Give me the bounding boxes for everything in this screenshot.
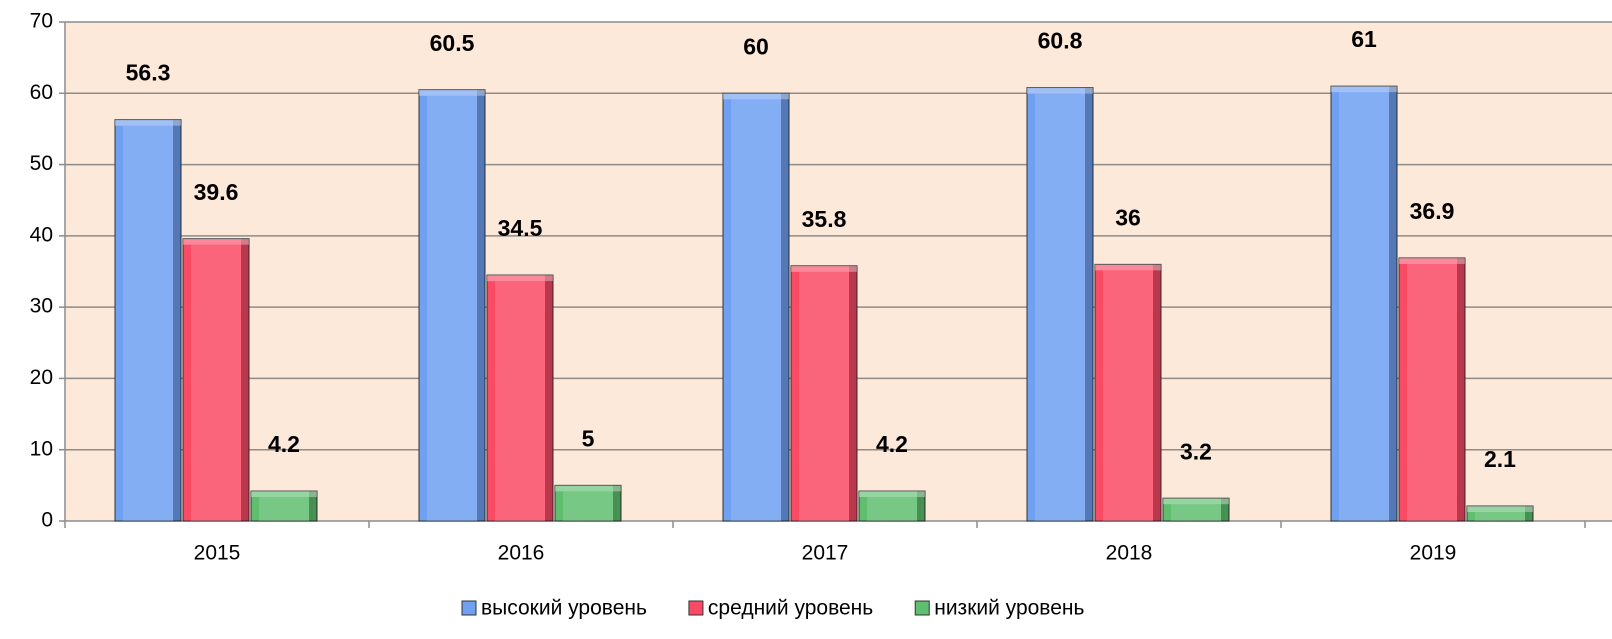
bar-shade [1085, 87, 1093, 521]
data-label: 4.2 [876, 431, 908, 457]
bar-highlight [1035, 93, 1085, 521]
bar-cap [1399, 257, 1465, 264]
data-label: 3.2 [1180, 438, 1212, 464]
bar-shade [1389, 86, 1397, 522]
bar-cap [183, 238, 249, 245]
y-tick-label: 20 [30, 366, 53, 389]
bar-cap [419, 89, 485, 96]
x-tick-label: 2015 [194, 542, 241, 565]
data-label: 56.3 [126, 60, 171, 86]
bar-shade [849, 265, 857, 521]
data-label: 36 [1115, 204, 1141, 230]
bar-shade [545, 275, 553, 521]
bar [250, 490, 318, 522]
x-tick-label: 2016 [498, 542, 545, 565]
bar [1026, 87, 1094, 522]
legend-label: средний уровень [708, 597, 873, 620]
y-tick-label: 30 [30, 295, 53, 318]
bar-highlight [123, 125, 173, 521]
data-label: 2.1 [1484, 446, 1516, 472]
bar [722, 92, 790, 522]
bar-highlight [799, 271, 849, 521]
bar [418, 89, 486, 522]
bar-highlight [1103, 270, 1153, 521]
bar [486, 274, 554, 522]
bar-shade [173, 119, 181, 521]
bar-cap [859, 491, 925, 498]
bar-cap [723, 93, 789, 100]
bar-highlight [563, 491, 613, 521]
bar-highlight [867, 497, 917, 521]
bar-shade [1525, 506, 1533, 521]
bar [1466, 505, 1534, 522]
data-label: 60.8 [1038, 28, 1083, 54]
bar-highlight [1475, 512, 1525, 521]
bar-cap [487, 275, 553, 282]
bar-shade [781, 93, 789, 522]
bar [1162, 497, 1230, 522]
bar-shade [613, 485, 621, 521]
bar-cap [115, 119, 181, 126]
legend-label: высокий уровень [481, 597, 647, 620]
data-label: 36.9 [1410, 198, 1455, 224]
y-tick-label: 0 [41, 509, 53, 532]
bar-shade [917, 491, 925, 521]
x-tick-label: 2017 [802, 542, 849, 565]
y-tick-label: 10 [30, 437, 53, 460]
data-label: 35.8 [802, 206, 847, 232]
bar-shade [241, 238, 249, 522]
data-label: 4.2 [268, 431, 300, 457]
legend-swatch [688, 600, 704, 616]
bar-cap [791, 265, 857, 272]
bar-highlight [1407, 263, 1457, 521]
data-label: 5 [582, 425, 595, 451]
bar [790, 265, 858, 522]
data-label: 34.5 [498, 215, 543, 241]
bar-shade [1457, 257, 1465, 521]
bar-cap [1163, 498, 1229, 505]
bar [1094, 263, 1162, 522]
data-label: 61 [1351, 26, 1377, 52]
bar [858, 490, 926, 522]
bar-cap [1027, 87, 1093, 94]
legend-label: низкий уровень [934, 597, 1084, 620]
bar-cap [1467, 506, 1533, 513]
bar-shade [1221, 498, 1229, 521]
legend: высокий уровень средний уровень низкий уро… [461, 597, 1084, 620]
bar-cap [555, 485, 621, 492]
bar-cap [1095, 264, 1161, 271]
y-tick-label: 70 [30, 10, 53, 33]
bar-highlight [495, 281, 545, 521]
bar [554, 484, 622, 522]
bar [182, 238, 250, 522]
bar-highlight [191, 244, 241, 522]
y-tick-label: 50 [30, 152, 53, 175]
bar-highlight [1339, 92, 1389, 522]
bar-shade [1153, 264, 1161, 521]
bar-highlight [427, 95, 477, 521]
bar-highlight [731, 99, 781, 522]
bar-cap [1331, 86, 1397, 93]
data-label: 60.5 [430, 30, 475, 56]
bar [114, 119, 182, 522]
bar-cap [251, 491, 317, 498]
bar-highlight [259, 497, 309, 521]
bar-highlight [1171, 504, 1221, 521]
legend-swatch [461, 600, 477, 616]
legend-swatch [914, 600, 930, 616]
data-label: 60 [743, 33, 769, 59]
bar-shade [477, 89, 485, 521]
data-label: 39.6 [194, 179, 239, 205]
bar [1330, 85, 1398, 522]
bar-shade [309, 491, 317, 521]
y-tick-label: 40 [30, 223, 53, 246]
x-tick-label: 2019 [1410, 542, 1457, 565]
y-tick-label: 60 [30, 81, 53, 104]
bar [1398, 257, 1466, 522]
x-tick-label: 2018 [1106, 542, 1153, 565]
